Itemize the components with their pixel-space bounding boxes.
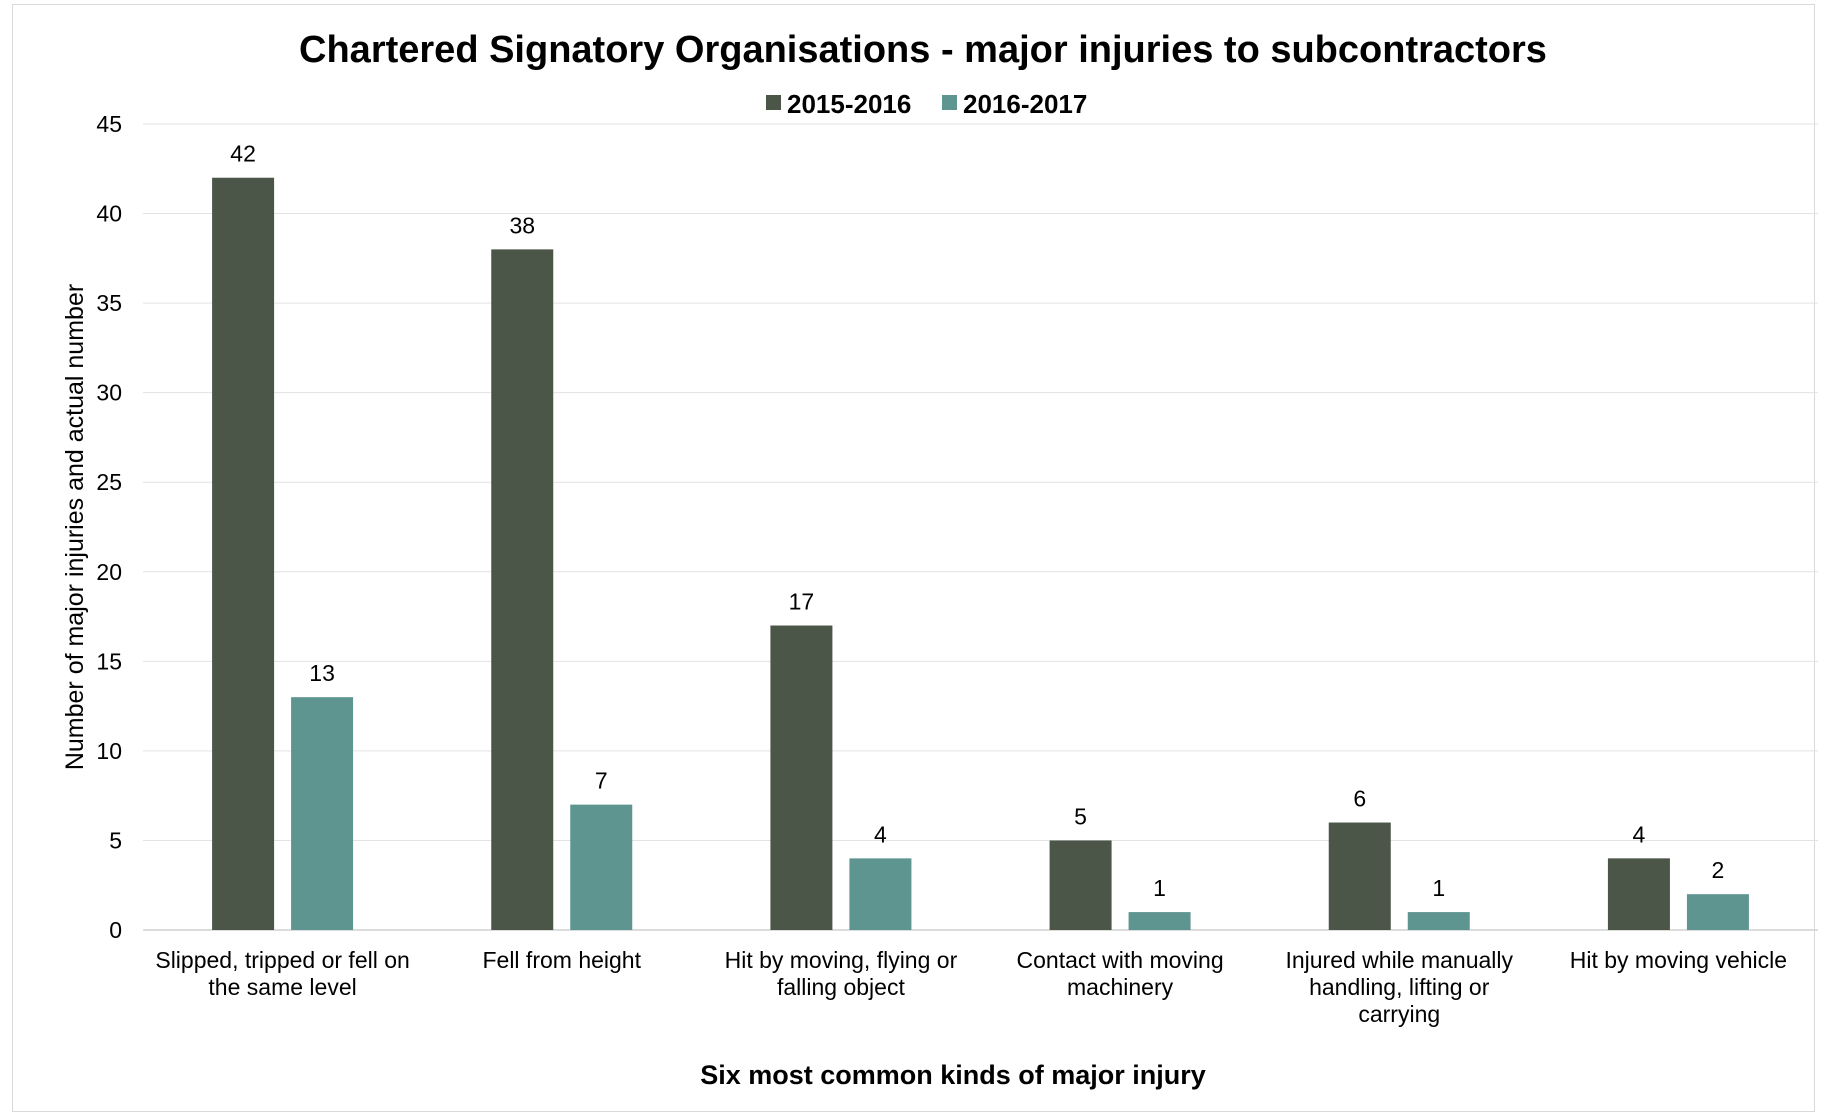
bar-2016-2017-6 — [1686, 894, 1749, 930]
data-label: 1 — [1432, 875, 1445, 901]
legend: 2015-2016 2016-2017 — [766, 89, 1087, 119]
bar-2015-2016-1 — [212, 177, 275, 930]
y-tick-label: 20 — [96, 559, 122, 585]
bar-2015-2016-2 — [491, 249, 554, 930]
data-label: 4 — [1633, 821, 1646, 847]
category-label: Injured while manually handling, lifting … — [1285, 947, 1513, 1027]
data-label: 5 — [1074, 803, 1087, 829]
chart-title: Chartered Signatory Organisations - majo… — [299, 29, 1547, 71]
x-axis-categories: Slipped, tripped or fell on the same leve… — [155, 947, 1787, 1027]
category-label: Hit by moving vehicle — [1570, 947, 1787, 973]
category-label-line: Contact with moving — [1017, 947, 1224, 973]
category-label: Contact with moving machinery — [1017, 947, 1224, 1000]
data-label: 38 — [509, 212, 535, 238]
data-label: 17 — [789, 589, 815, 615]
legend-label-2015-2016: 2015-2016 — [787, 89, 911, 119]
bar-2016-2017-2 — [570, 804, 633, 930]
bar-2016-2017-1 — [291, 697, 354, 930]
y-tick-label: 45 — [96, 111, 122, 137]
category-label: Fell from height — [482, 947, 641, 973]
y-tick-label: 35 — [96, 290, 122, 316]
bar-2016-2017-3 — [849, 858, 912, 930]
y-tick-label: 25 — [96, 469, 122, 495]
data-label: 2 — [1712, 857, 1725, 883]
bars — [212, 177, 1749, 930]
legend-swatch-2016-2017 — [942, 95, 957, 110]
category-label-line: machinery — [1067, 974, 1174, 1000]
y-axis-ticks: 0 5 10 15 20 25 30 35 40 45 — [96, 111, 122, 943]
data-label: 13 — [309, 660, 335, 686]
bar-2016-2017-5 — [1407, 912, 1470, 930]
data-label: 42 — [230, 141, 256, 167]
y-tick-label: 30 — [96, 380, 122, 406]
legend-swatch-2015-2016 — [766, 95, 781, 110]
category-label-line: Fell from height — [482, 947, 641, 973]
y-tick-label: 0 — [109, 917, 122, 943]
data-label: 7 — [595, 768, 608, 794]
y-axis-title: Number of major injuries and actual numb… — [61, 284, 89, 770]
category-label-line: Hit by moving vehicle — [1570, 947, 1787, 973]
category-label-line: Injured while manually — [1285, 947, 1513, 973]
bar-2016-2017-4 — [1128, 912, 1191, 930]
category-label-line: carrying — [1358, 1001, 1440, 1027]
data-label: 1 — [1153, 875, 1166, 901]
legend-label-2016-2017: 2016-2017 — [963, 89, 1087, 119]
category-label-line: falling object — [777, 974, 905, 1000]
data-label: 6 — [1353, 786, 1366, 812]
y-tick-label: 5 — [109, 827, 122, 853]
y-tick-label: 15 — [96, 648, 122, 674]
bar-2015-2016-5 — [1328, 822, 1391, 930]
bar-2015-2016-6 — [1607, 858, 1670, 930]
category-label: Slipped, tripped or fell on the same leve… — [155, 947, 409, 1000]
data-label: 4 — [874, 821, 887, 847]
category-label-line: Slipped, tripped or fell on — [155, 947, 409, 973]
x-axis-title: Six most common kinds of major injury — [700, 1060, 1206, 1090]
category-label-line: the same level — [208, 974, 356, 1000]
y-tick-label: 40 — [96, 201, 122, 227]
category-label-line: handling, lifting or — [1309, 974, 1490, 1000]
bar-2015-2016-3 — [770, 625, 833, 930]
category-label-line: Hit by moving, flying or — [725, 947, 958, 973]
category-label: Hit by moving, flying or falling object — [725, 947, 958, 1000]
bar-2015-2016-4 — [1049, 840, 1112, 930]
gridlines — [143, 123, 1818, 931]
y-tick-label: 10 — [96, 738, 122, 764]
